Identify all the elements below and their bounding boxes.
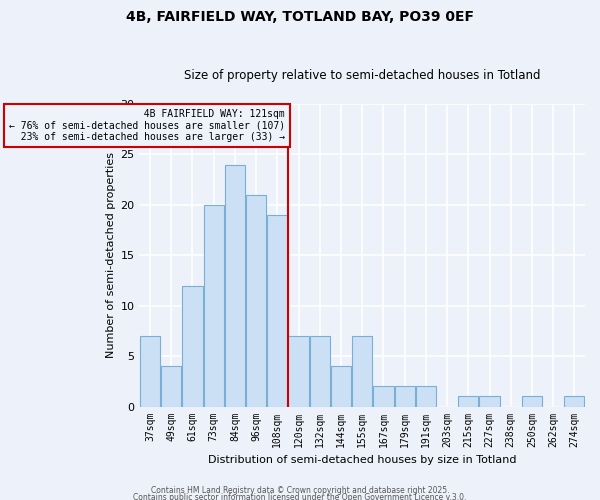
Bar — [225, 164, 245, 406]
Bar — [203, 205, 224, 406]
Bar — [416, 386, 436, 406]
Text: 4B FAIRFIELD WAY: 121sqm
← 76% of semi-detached houses are smaller (107)
  23% o: 4B FAIRFIELD WAY: 121sqm ← 76% of semi-d… — [8, 109, 285, 142]
Bar — [310, 336, 330, 406]
Bar — [565, 396, 584, 406]
Bar — [331, 366, 351, 406]
Bar — [395, 386, 415, 406]
Text: Contains HM Land Registry data © Crown copyright and database right 2025.: Contains HM Land Registry data © Crown c… — [151, 486, 449, 495]
Bar — [522, 396, 542, 406]
Bar — [458, 396, 478, 406]
X-axis label: Distribution of semi-detached houses by size in Totland: Distribution of semi-detached houses by … — [208, 455, 517, 465]
Bar — [289, 336, 308, 406]
Bar — [267, 215, 287, 406]
Bar — [352, 336, 373, 406]
Bar — [161, 366, 181, 406]
Bar — [246, 195, 266, 406]
Title: Size of property relative to semi-detached houses in Totland: Size of property relative to semi-detach… — [184, 69, 541, 82]
Bar — [140, 336, 160, 406]
Bar — [479, 396, 500, 406]
Y-axis label: Number of semi-detached properties: Number of semi-detached properties — [106, 152, 116, 358]
Text: 4B, FAIRFIELD WAY, TOTLAND BAY, PO39 0EF: 4B, FAIRFIELD WAY, TOTLAND BAY, PO39 0EF — [126, 10, 474, 24]
Bar — [182, 286, 203, 406]
Text: Contains public sector information licensed under the Open Government Licence v.: Contains public sector information licen… — [133, 494, 467, 500]
Bar — [373, 386, 394, 406]
